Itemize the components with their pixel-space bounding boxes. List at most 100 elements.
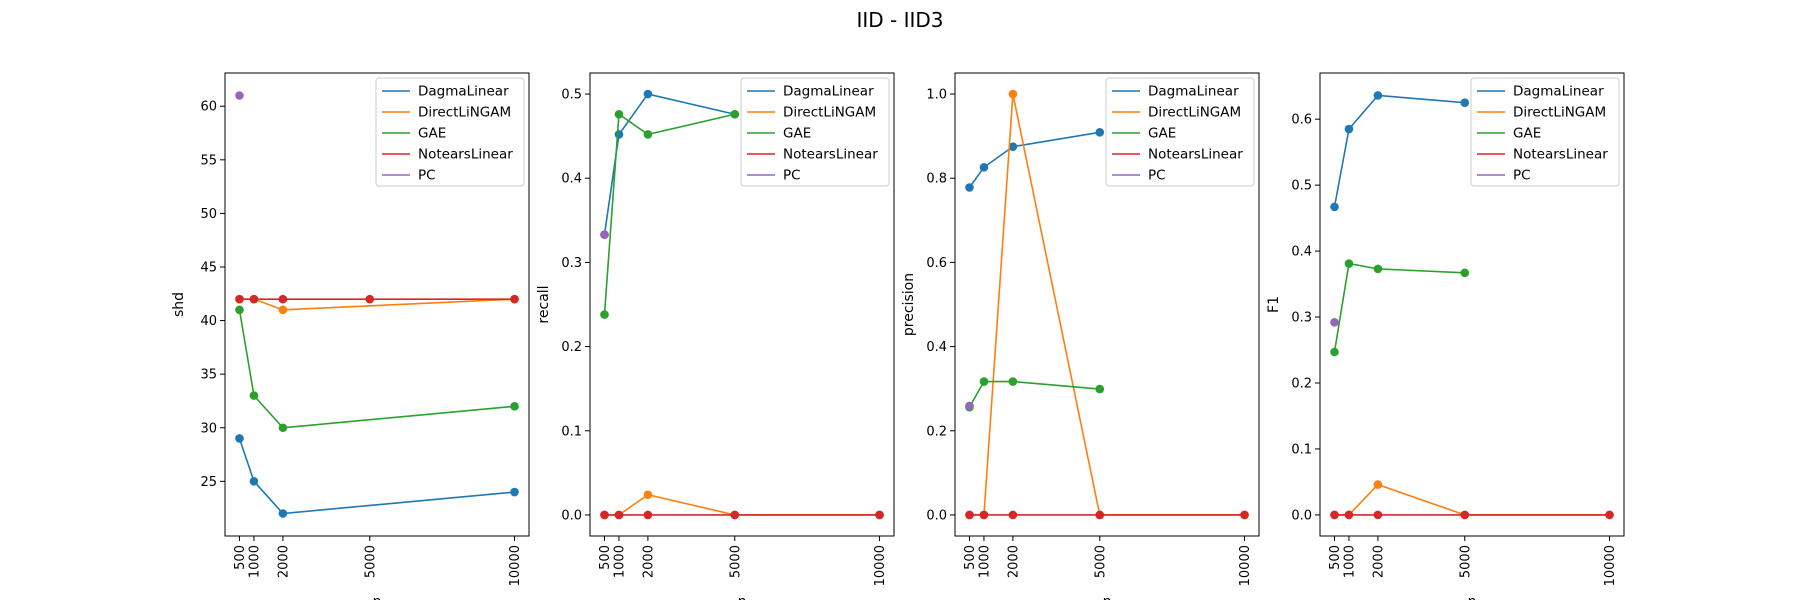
data-point xyxy=(249,477,259,486)
data-point xyxy=(730,510,740,520)
legend: DagmaLinear DirectLiNGAM GAE NotearsLinear P… xyxy=(740,77,890,187)
y-tick-label: 45 xyxy=(200,260,217,275)
data-point xyxy=(510,294,519,304)
y-tick-label: 40 xyxy=(200,314,217,329)
x-tick-label: 10000 xyxy=(1238,545,1253,586)
data-point xyxy=(249,294,259,304)
data-point xyxy=(600,510,609,520)
data-point xyxy=(979,162,989,172)
y-tick-label: 0.4 xyxy=(926,340,947,355)
data-point xyxy=(965,401,974,411)
x-tick-label: 1000 xyxy=(612,545,627,578)
data-point xyxy=(614,109,624,119)
subplot-4: 0.0 0.1 0.2 0.3 0.4 0.5 0.6 500 1000 2000 5000 1000… xyxy=(1266,72,1625,600)
x-axis-label: n xyxy=(1468,594,1477,600)
x-tick-label: 1000 xyxy=(1342,545,1357,578)
data-point xyxy=(235,91,244,100)
data-point xyxy=(278,305,288,315)
data-point xyxy=(1008,377,1018,386)
legend-label: PC xyxy=(1148,168,1166,184)
x-tick-label: 1000 xyxy=(247,545,262,578)
data-point xyxy=(365,294,375,304)
data-point xyxy=(249,391,259,400)
x-tick-label: 5000 xyxy=(728,545,743,578)
legend-label: PC xyxy=(1513,168,1531,184)
y-axis-label: F1 xyxy=(1266,296,1282,313)
legend-label: PC xyxy=(418,168,436,184)
data-point xyxy=(1095,128,1105,137)
y-tick-label: 50 xyxy=(200,207,217,222)
y-tick-label: 0.1 xyxy=(561,424,582,439)
subplot-panels: 253035404550556050010002000500010000shdn… xyxy=(171,72,1625,600)
data-point xyxy=(1344,259,1354,268)
legend: DagmaLinear DirectLiNGAM GAE NotearsLinear P… xyxy=(375,77,525,187)
x-axis-label: n xyxy=(373,594,382,600)
data-point xyxy=(1344,510,1354,520)
data-point xyxy=(510,487,519,497)
x-tick-label: 5000 xyxy=(1093,545,1108,578)
data-point xyxy=(1460,510,1470,520)
series-line-3 xyxy=(968,380,1100,408)
data-point xyxy=(643,130,653,139)
x-tick-label: 500 xyxy=(963,545,978,570)
legend-box xyxy=(1470,77,1620,187)
data-point xyxy=(1460,98,1470,107)
legend-label: DirectLiNGAM xyxy=(1148,105,1241,121)
series-line-1 xyxy=(603,93,735,235)
y-tick-label: 0.2 xyxy=(926,424,947,439)
legend-label: NotearsLinear xyxy=(1148,147,1243,163)
x-axis-label: n xyxy=(738,594,747,600)
data-point xyxy=(278,423,288,433)
legend: DagmaLinear DirectLiNGAM GAE NotearsLinear P… xyxy=(1105,77,1255,187)
y-tick-label: 0.6 xyxy=(1291,113,1312,128)
data-point xyxy=(1240,510,1249,520)
axes-frame xyxy=(224,72,530,537)
series-line-1 xyxy=(238,438,515,515)
legend-label: NotearsLinear xyxy=(418,147,513,163)
x-tick-label: 10000 xyxy=(508,545,523,586)
y-tick-label: 0.8 xyxy=(926,172,947,187)
series-line-3 xyxy=(603,112,735,315)
data-point xyxy=(1373,264,1383,274)
data-point xyxy=(643,490,653,500)
y-tick-label: 0.0 xyxy=(561,508,582,523)
legend-label: GAE xyxy=(418,126,446,142)
y-axis-label: shd xyxy=(171,292,187,317)
data-point xyxy=(1008,510,1018,520)
y-tick-label: 35 xyxy=(200,368,217,383)
legend-label: PC xyxy=(783,168,801,184)
data-point xyxy=(965,510,974,520)
legend: DagmaLinear DirectLiNGAM GAE NotearsLinear P… xyxy=(1470,77,1620,187)
data-point xyxy=(1460,268,1470,278)
legend-label: DirectLiNGAM xyxy=(783,105,876,121)
y-tick-label: 0.0 xyxy=(926,508,947,523)
y-tick-label: 0.2 xyxy=(561,340,582,355)
axes-frame xyxy=(954,72,1260,537)
y-tick-label: 0.3 xyxy=(1291,311,1312,326)
data-point xyxy=(278,294,288,304)
data-point xyxy=(1373,510,1383,520)
data-point xyxy=(1330,202,1339,212)
legend-label: DagmaLinear xyxy=(783,84,874,100)
y-tick-label: 0.5 xyxy=(561,88,582,103)
x-tick-label: 1000 xyxy=(977,545,992,578)
series-line-1 xyxy=(968,131,1100,188)
legend-box xyxy=(1105,77,1255,187)
x-tick-label: 500 xyxy=(598,545,613,570)
data-point xyxy=(965,183,974,192)
series-line-3 xyxy=(1333,262,1465,353)
data-point xyxy=(235,294,244,304)
series-line-3 xyxy=(238,309,515,429)
legend-label: DagmaLinear xyxy=(1148,84,1239,100)
data-point xyxy=(614,130,624,139)
series-line-1 xyxy=(1333,94,1465,208)
data-point xyxy=(1008,89,1018,99)
data-point xyxy=(510,402,519,411)
x-tick-label: 5000 xyxy=(363,545,378,578)
y-tick-label: 1.0 xyxy=(926,88,947,103)
data-point xyxy=(278,509,288,518)
y-tick-label: 25 xyxy=(200,475,217,490)
legend-label: DirectLiNGAM xyxy=(418,105,511,121)
legend-label: GAE xyxy=(783,126,811,142)
data-point xyxy=(1095,384,1105,394)
